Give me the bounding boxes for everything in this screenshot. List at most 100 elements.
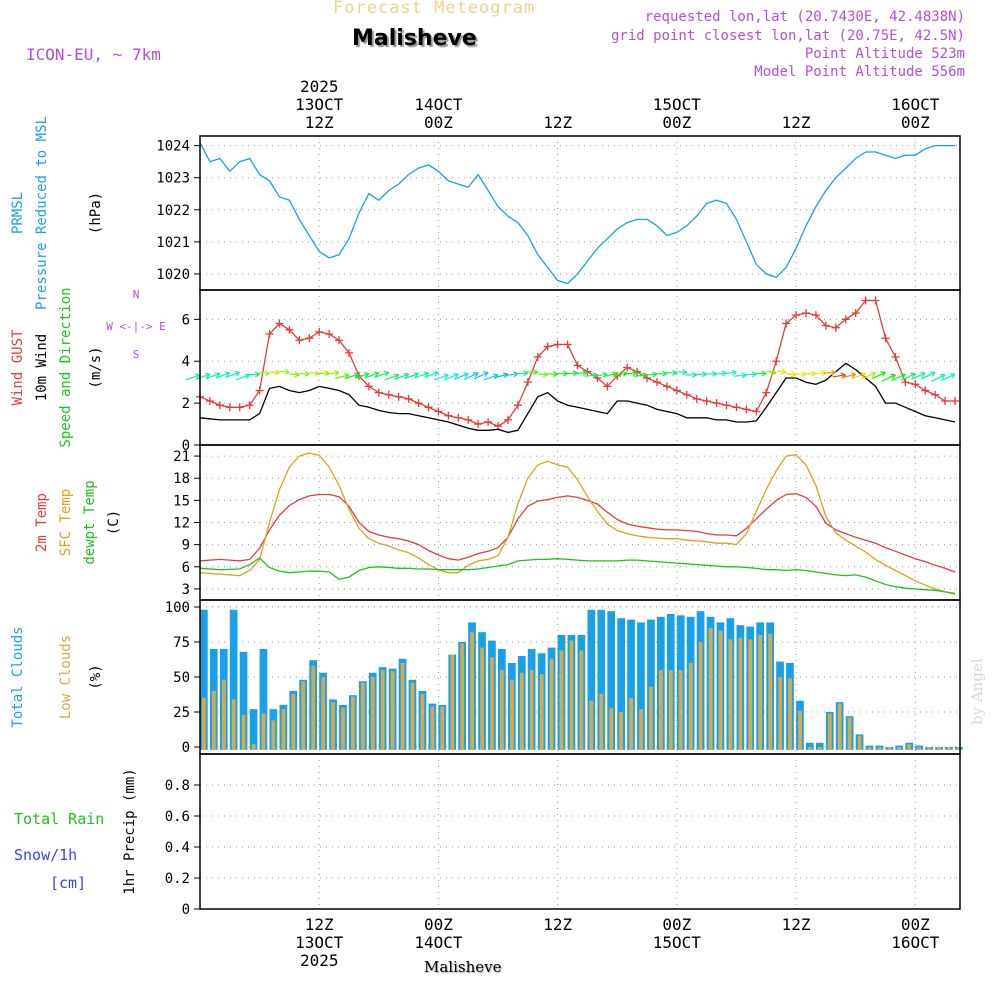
precip-panel: 0 0.2 0.4 0.6 0.8 Total Rain Snow/1h [cm] 1hr Pr…: [14, 753, 961, 918]
gust-point: [424, 403, 433, 412]
low-cloud-bar: [360, 682, 365, 750]
gust-point: [772, 357, 781, 366]
wind-barb-head: [930, 371, 936, 377]
low-cloud-bar: [251, 744, 256, 750]
low-cloud-bar: [817, 747, 822, 750]
wind-barb: [483, 374, 499, 381]
wind-barb-head: [423, 371, 429, 378]
wind-barb-head: [880, 371, 886, 377]
bottom-time-label: 12Z: [305, 915, 334, 934]
requested-coords: requested lon,lat (20.7430E, 42.4838N): [644, 9, 965, 25]
top-time-label: 16OCT: [891, 95, 940, 114]
gust-point: [692, 394, 701, 403]
wind-barb-head: [890, 373, 896, 380]
bottom-time-label: 14OCT: [414, 933, 463, 952]
wind-barb-head: [860, 372, 867, 378]
gust-point: [712, 399, 721, 408]
wind-barb: [786, 373, 797, 376]
low-cloud-bar: [649, 686, 653, 750]
top-time-label: 12Z: [782, 113, 811, 132]
low-cloud-bar: [728, 639, 733, 750]
wind-barb-head: [304, 370, 310, 377]
low-cloud-bar: [887, 747, 892, 750]
low-cloud-bar: [380, 670, 385, 750]
low-cloud-bar: [390, 671, 395, 750]
bottom-time-label: 16OCT: [891, 933, 940, 952]
gust-point: [951, 397, 960, 406]
wind-barb-head: [483, 371, 489, 377]
y-tick-label: 1021: [156, 235, 190, 251]
low-cloud-bar: [867, 747, 872, 750]
gust-point: [474, 420, 483, 429]
y-tick-label: 6: [182, 312, 190, 328]
wind-barb: [723, 371, 737, 375]
panel-frame: [199, 135, 961, 291]
gust-point: [464, 415, 473, 424]
total-cloud-bar: [249, 709, 258, 750]
gust-point: [563, 340, 572, 349]
wind-barb: [921, 371, 936, 380]
wind-barb-head: [910, 372, 916, 378]
gust-point: [315, 327, 324, 336]
wind-barb: [464, 372, 479, 380]
low-cloud-bar: [579, 650, 584, 750]
gust-point: [811, 311, 820, 320]
wind-barb: [247, 373, 260, 376]
low-cloud-bar: [927, 747, 931, 750]
wind-barb: [504, 372, 519, 377]
wind-barb: [832, 374, 846, 378]
wind-barb-head: [353, 372, 360, 379]
gust-point: [305, 334, 314, 343]
low-cloud-bar: [738, 637, 743, 750]
low-cloud-bar: [678, 670, 683, 750]
wind-barb-head: [850, 372, 857, 379]
top-time-label: 12Z: [305, 113, 334, 132]
wind-barb: [279, 370, 290, 373]
wind-barb-head: [731, 369, 737, 376]
bottom-time-label: 2025: [300, 951, 339, 970]
bottom-time-label: 00Z: [662, 915, 691, 934]
wind-barb-head: [751, 371, 757, 378]
low-cloud-bar: [639, 709, 643, 750]
wind-barb: [841, 373, 856, 379]
top-time-label: 12Z: [543, 113, 572, 132]
y-tick-label: 12: [173, 516, 190, 532]
wind-barb-head: [214, 372, 221, 378]
wind-barb-head: [443, 373, 449, 379]
wind-barb: [767, 370, 777, 374]
y-tick-label: 75: [173, 635, 190, 651]
clouds-panel: 0 25 50 75 100 Total Clouds Low Clouds (%): [10, 599, 963, 756]
gust-point: [682, 390, 691, 399]
wind-barb: [424, 371, 439, 378]
gust-point: [394, 392, 403, 401]
wind-barb: [316, 372, 330, 375]
y-tick-label: 100: [165, 600, 190, 616]
footer-location: Malisheve: [424, 958, 502, 976]
10m-wind-line: [199, 362, 956, 434]
low-cloud-bar: [877, 747, 882, 750]
low-cloud-bar: [440, 706, 445, 750]
low-cloud-bar: [420, 693, 425, 750]
panel-label: Pressure Reduced to MSL: [34, 116, 50, 310]
low-cloud-bar: [370, 677, 375, 750]
low-cloud-bar: [221, 679, 226, 750]
gust-point: [881, 334, 890, 343]
low-cloud-bar: [480, 647, 484, 750]
panel-label: 10m Wind: [34, 334, 50, 401]
wind-barb: [299, 372, 310, 375]
wind-barb: [537, 373, 548, 376]
wind-barb: [603, 372, 618, 377]
total-cloud-bar: [806, 742, 814, 750]
wind-barb: [384, 374, 399, 381]
low-cloud-bar: [947, 747, 951, 750]
top-time-label: 00Z: [901, 113, 930, 132]
wind-barb: [871, 371, 886, 380]
wind-barb-head: [264, 370, 270, 377]
gust-point: [821, 321, 830, 330]
bottom-time-label: 15OCT: [653, 933, 702, 952]
low-cloud-bar: [688, 663, 693, 750]
sfc-temp-line: [199, 452, 956, 595]
wind-barb-head: [870, 371, 877, 378]
low-cloud-bar: [410, 682, 415, 750]
wind-barb: [623, 371, 638, 376]
